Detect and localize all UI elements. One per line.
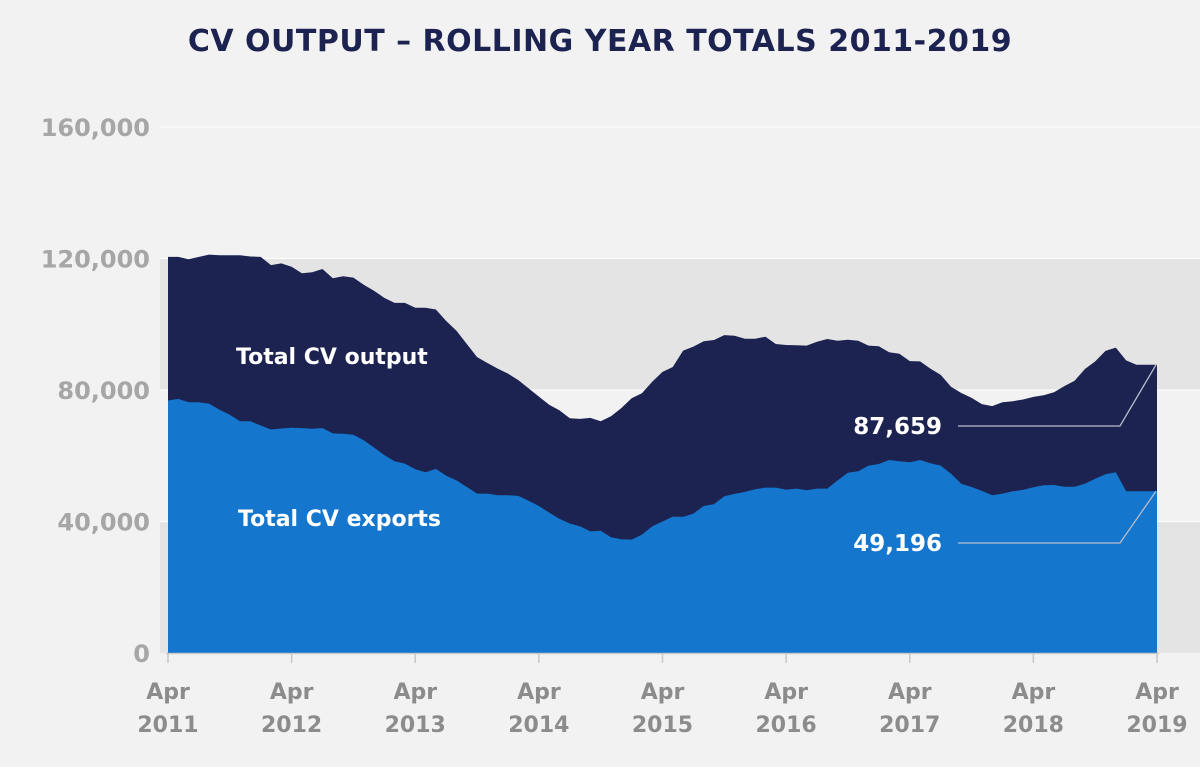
x-ticks: Apr 2011 Apr 2012 Apr 2013 Apr 2014 Apr 2015 Apr 20… [137,653,1188,738]
x-tick-label: Apr [764,680,808,705]
y-tick-label: 80,000 [57,377,150,405]
x-tick-label: 2016 [756,713,817,738]
end-value-exports-leader [958,490,1157,544]
x-tick-label: Apr [1012,680,1056,705]
x-tick-label: 2014 [508,713,569,738]
x-tick-label: 2019 [1126,713,1187,738]
x-tick-label: Apr [270,680,314,705]
series-label-output: Total CV output [236,345,428,370]
y-tick-label: 40,000 [57,509,150,537]
x-tick-label: 2013 [385,713,446,738]
y-axis: 0 40,000 80,000 120,000 160,000 [41,114,150,668]
x-tick-label: Apr [146,680,190,705]
y-tick-label: 120,000 [41,246,150,274]
x-tick-label: Apr [888,680,932,705]
end-value-output-label: 87,659 [853,414,942,440]
x-tick-label: 2012 [261,713,322,738]
x-tick-label: Apr [1135,680,1179,705]
x-tick-label: 2015 [632,713,693,738]
x-tick-label: Apr [641,680,685,705]
end-value-exports-label: 49,196 [853,531,942,557]
x-tick-label: Apr [517,680,561,705]
series-label-exports: Total CV exports [238,507,441,532]
end-value-output-leader [958,364,1157,427]
x-tick-label: 2018 [1003,713,1064,738]
y-tick-label: 160,000 [41,114,150,142]
x-tick-label: 2011 [137,713,198,738]
x-tick-label: 2017 [879,713,940,738]
y-tick-label: 0 [133,640,150,668]
series-labels: Total CV output Total CV exports 87,659 49,… [236,345,1157,557]
x-tick-label: Apr [393,680,437,705]
areas [168,254,1157,653]
exports-area [168,398,1157,653]
chart-title: CV OUTPUT – ROLLING YEAR TOTALS 2011-201… [187,24,1013,59]
